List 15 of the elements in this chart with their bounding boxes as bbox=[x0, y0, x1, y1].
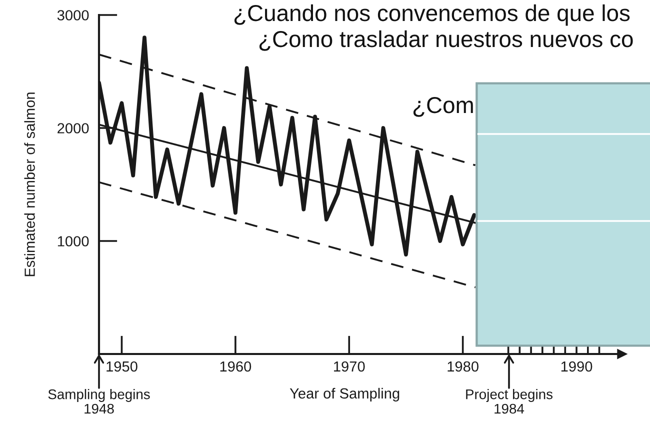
y-tick-label: 2000 bbox=[58, 123, 89, 134]
x-tick-label: 1950 bbox=[106, 361, 138, 372]
x-tick-label: 1960 bbox=[220, 361, 252, 372]
annotation: ¿Cuando nos convencemos de que los bbox=[234, 4, 630, 26]
text: Sampling begins 1948 bbox=[48, 389, 150, 414]
x-tick-label: 1990 bbox=[561, 361, 592, 372]
y-tick-label: 1000 bbox=[58, 236, 89, 246]
text: Project begins 1984 bbox=[466, 389, 553, 414]
annotation: ¿Com bbox=[413, 97, 473, 117]
x-axis-title: Year of Sampling bbox=[290, 388, 400, 402]
y-axis-title: Estimated number of salmon bbox=[24, 92, 35, 276]
x-tick-label: 1980 bbox=[448, 361, 478, 372]
y-tick-label: 3000 bbox=[57, 10, 89, 20]
x-tick-label: 1970 bbox=[334, 361, 365, 372]
annotation: ¿Como trasladar nuestros nuevos co bbox=[259, 30, 633, 51]
